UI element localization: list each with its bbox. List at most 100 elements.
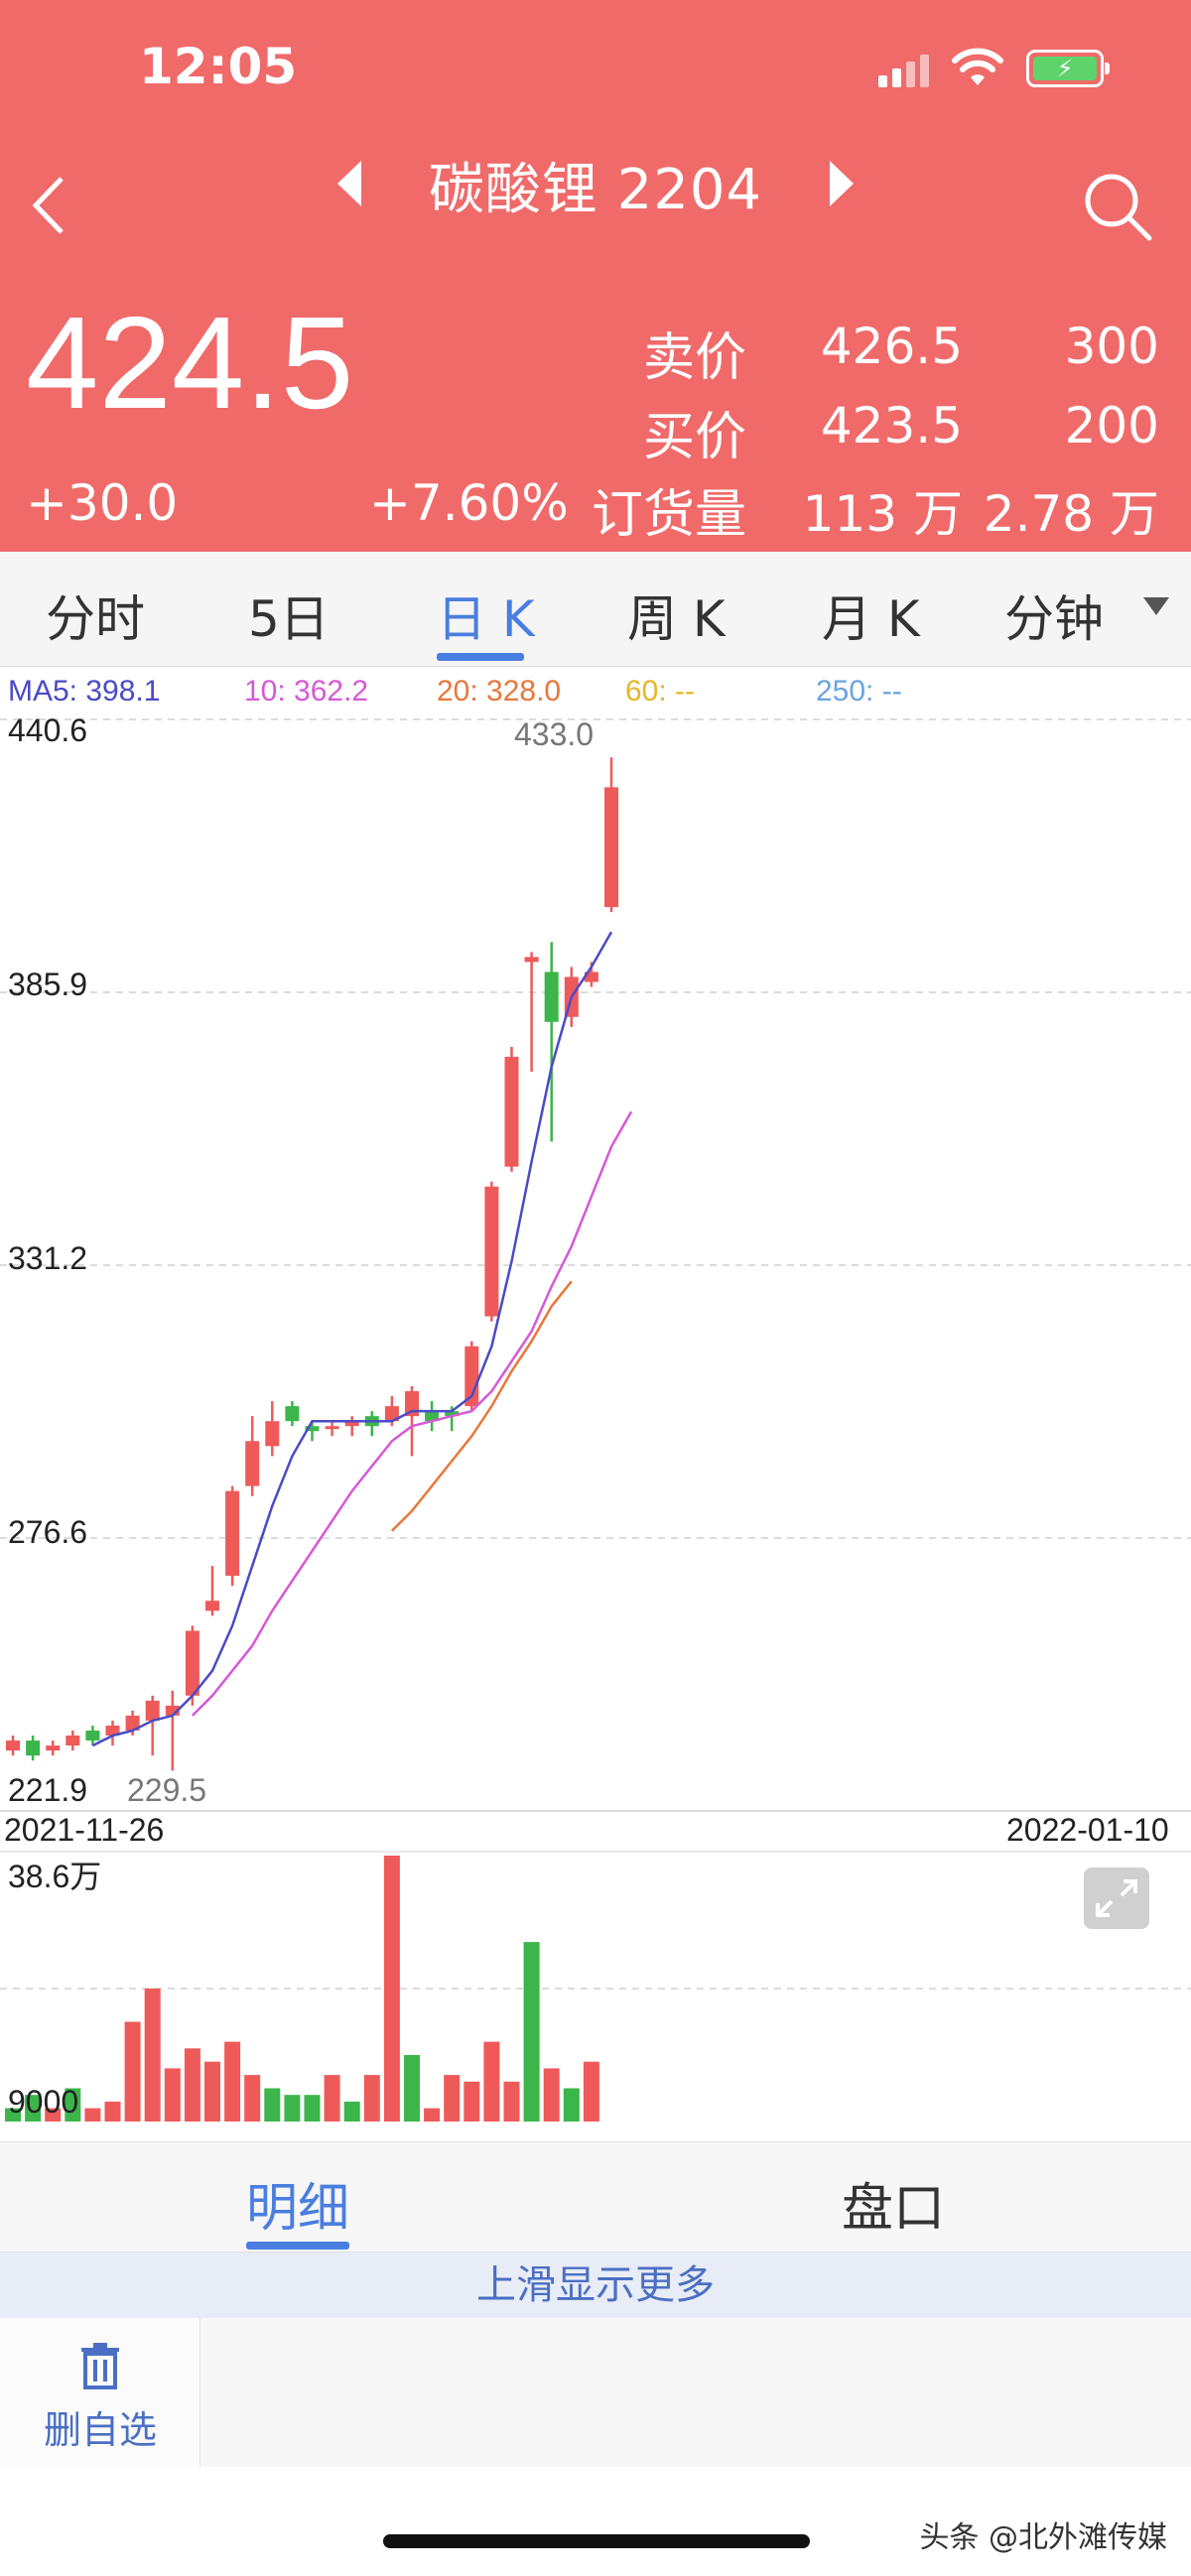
ma5-line xyxy=(91,931,613,1747)
candle-body xyxy=(185,1630,199,1696)
expand-chart-button[interactable] xyxy=(1084,1868,1149,1929)
candle-body xyxy=(464,1346,479,1407)
y-tick-label: 440.6 xyxy=(8,712,88,748)
volume-bar xyxy=(144,1989,161,2122)
volume-bar xyxy=(463,2081,480,2122)
candle-body xyxy=(105,1725,120,1737)
min-price-label: 229.5 xyxy=(127,1772,207,1808)
volume-bar xyxy=(45,2108,62,2122)
volume-bar xyxy=(204,2061,220,2122)
bid-label: 买价 xyxy=(642,408,746,467)
candle-body xyxy=(325,1426,339,1430)
previous-contract-icon[interactable] xyxy=(335,159,365,208)
open-interest-label: 订货量 xyxy=(591,485,746,545)
watermark: 头条 @北外滩传媒 xyxy=(919,2520,1167,2555)
volume-bar xyxy=(343,2101,360,2122)
open-interest-value: 113 万 xyxy=(802,485,963,543)
volume-bar xyxy=(244,2075,261,2122)
tab-detail[interactable]: 明细 xyxy=(246,2179,350,2239)
home-indicator[interactable] xyxy=(383,2534,810,2548)
y-tick-label: 331.2 xyxy=(8,1240,88,1276)
candle-body xyxy=(445,1411,460,1417)
candle-body xyxy=(225,1490,240,1577)
ask-price: 426.5 xyxy=(820,318,963,375)
volume-bar xyxy=(264,2088,281,2122)
max-price-label: 433.0 xyxy=(514,716,595,752)
signal-icon xyxy=(878,54,929,87)
volume-bar xyxy=(5,2108,21,2122)
delete-watchlist-button[interactable]: 删自选 xyxy=(0,2318,200,2467)
candle-body xyxy=(504,1057,519,1167)
ma60-value: 60: -- xyxy=(625,675,696,708)
kline-chart[interactable] xyxy=(0,712,1191,2141)
volume-bar xyxy=(124,2021,141,2122)
candle-body xyxy=(384,1406,399,1422)
volume-bar xyxy=(184,2048,200,2122)
trash-icon xyxy=(81,2343,119,2389)
candle-body xyxy=(165,1705,180,1716)
active-subtab-indicator xyxy=(246,2242,349,2250)
delete-watchlist-label: 删自选 xyxy=(43,2408,157,2452)
volume-bar xyxy=(84,2108,101,2122)
volume-bar xyxy=(503,2081,520,2122)
candle-body xyxy=(425,1411,440,1422)
volume-bar xyxy=(563,2088,580,2122)
volume-bar xyxy=(324,2075,340,2122)
quote-header: 12:05 ⚡ 碳酸锂 2204 424.5 +30.0 +7.60% 卖价 4… xyxy=(0,0,1191,552)
tab-minute[interactable]: 分钟 xyxy=(1004,590,1104,648)
candle-body xyxy=(85,1731,100,1741)
ma10-value: 10: 362.2 xyxy=(244,675,369,708)
candle-body xyxy=(125,1715,140,1732)
contract-title: 碳酸锂 2204 xyxy=(428,158,763,222)
status-icons: ⚡ xyxy=(878,48,1110,87)
next-contract-icon[interactable] xyxy=(826,159,856,208)
ma5-value: MA5: 398.1 xyxy=(8,675,161,708)
volume-min-label: 9000 xyxy=(8,2084,79,2120)
back-icon[interactable] xyxy=(24,171,73,240)
candle-body xyxy=(285,1406,300,1422)
volume-bar xyxy=(284,2095,301,2122)
bid-volume: 200 xyxy=(1064,397,1159,454)
ma20-value: 20: 328.0 xyxy=(437,675,562,708)
candle-body xyxy=(245,1441,260,1486)
volume-bar xyxy=(383,1856,400,2122)
volume-bar xyxy=(363,2075,380,2122)
candle-body xyxy=(484,1186,499,1317)
tab-monthly-k[interactable]: 月 K xyxy=(822,590,920,648)
candle-body xyxy=(26,1740,41,1756)
active-tab-indicator xyxy=(437,653,524,661)
volume-bar xyxy=(523,1942,540,2122)
candle-body xyxy=(66,1736,80,1746)
candle-body xyxy=(524,957,539,963)
status-time: 12:05 xyxy=(139,38,298,95)
candle-body xyxy=(604,787,618,908)
open-interest-change: 2.78 万 xyxy=(983,485,1159,543)
ma20-line xyxy=(391,1280,573,1532)
volume-bar xyxy=(543,2068,560,2122)
volume-bar xyxy=(25,2095,42,2122)
tab-intraday[interactable]: 分时 xyxy=(46,590,145,648)
ma250-value: 250: -- xyxy=(816,675,902,708)
volume-bar xyxy=(424,2108,441,2122)
volume-bar xyxy=(164,2068,181,2122)
volume-bar xyxy=(65,2088,81,2122)
volume-max-label: 38.6万 xyxy=(8,1859,102,1894)
tab-weekly-k[interactable]: 周 K xyxy=(627,590,726,648)
candle-body xyxy=(584,971,598,982)
tab-5day[interactable]: 5日 xyxy=(248,590,330,648)
volume-bar xyxy=(304,2095,321,2122)
battery-icon: ⚡ xyxy=(1026,50,1110,87)
search-icon[interactable] xyxy=(1082,171,1153,242)
candle-body xyxy=(145,1700,160,1721)
candle-body xyxy=(544,971,559,1022)
y-tick-label: 385.9 xyxy=(8,966,88,1002)
slide-up-more-hint[interactable]: 上滑显示更多 xyxy=(0,2253,1191,2318)
ma10-line xyxy=(192,1110,633,1717)
tab-daily-k[interactable]: 日 K xyxy=(437,590,535,648)
tab-order-book[interactable]: 盘口 xyxy=(842,2179,946,2239)
volume-bar xyxy=(104,2101,121,2122)
tab-dropdown-icon[interactable] xyxy=(1143,597,1169,615)
volume-bar xyxy=(444,2075,461,2122)
volume-bar xyxy=(404,2055,420,2122)
last-price: 424.5 xyxy=(26,290,354,436)
